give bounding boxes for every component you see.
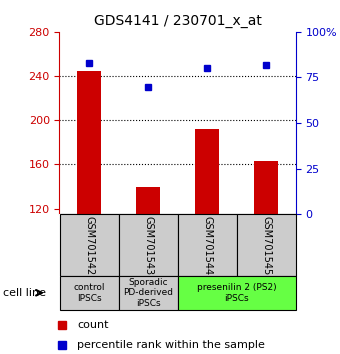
Bar bbox=[119, 214, 177, 276]
Bar bbox=[195, 129, 219, 214]
Text: control
IPSCs: control IPSCs bbox=[73, 283, 105, 303]
Bar bbox=[136, 187, 160, 214]
Text: GSM701544: GSM701544 bbox=[202, 216, 212, 275]
Bar bbox=[119, 276, 177, 310]
Bar bbox=[237, 214, 296, 276]
Bar bbox=[59, 276, 119, 310]
Text: GSM701543: GSM701543 bbox=[143, 216, 153, 275]
Text: percentile rank within the sample: percentile rank within the sample bbox=[77, 340, 265, 350]
Bar bbox=[77, 70, 101, 214]
Title: GDS4141 / 230701_x_at: GDS4141 / 230701_x_at bbox=[94, 14, 261, 28]
Text: count: count bbox=[77, 320, 108, 330]
Bar bbox=[177, 276, 296, 310]
Text: presenilin 2 (PS2)
iPSCs: presenilin 2 (PS2) iPSCs bbox=[197, 283, 276, 303]
Text: GSM701542: GSM701542 bbox=[84, 216, 94, 275]
Text: Sporadic
PD-derived
iPSCs: Sporadic PD-derived iPSCs bbox=[123, 278, 173, 308]
Bar bbox=[59, 214, 119, 276]
Text: GSM701545: GSM701545 bbox=[261, 216, 271, 275]
Text: cell line: cell line bbox=[3, 288, 46, 298]
Bar bbox=[254, 161, 278, 214]
Bar bbox=[177, 214, 237, 276]
